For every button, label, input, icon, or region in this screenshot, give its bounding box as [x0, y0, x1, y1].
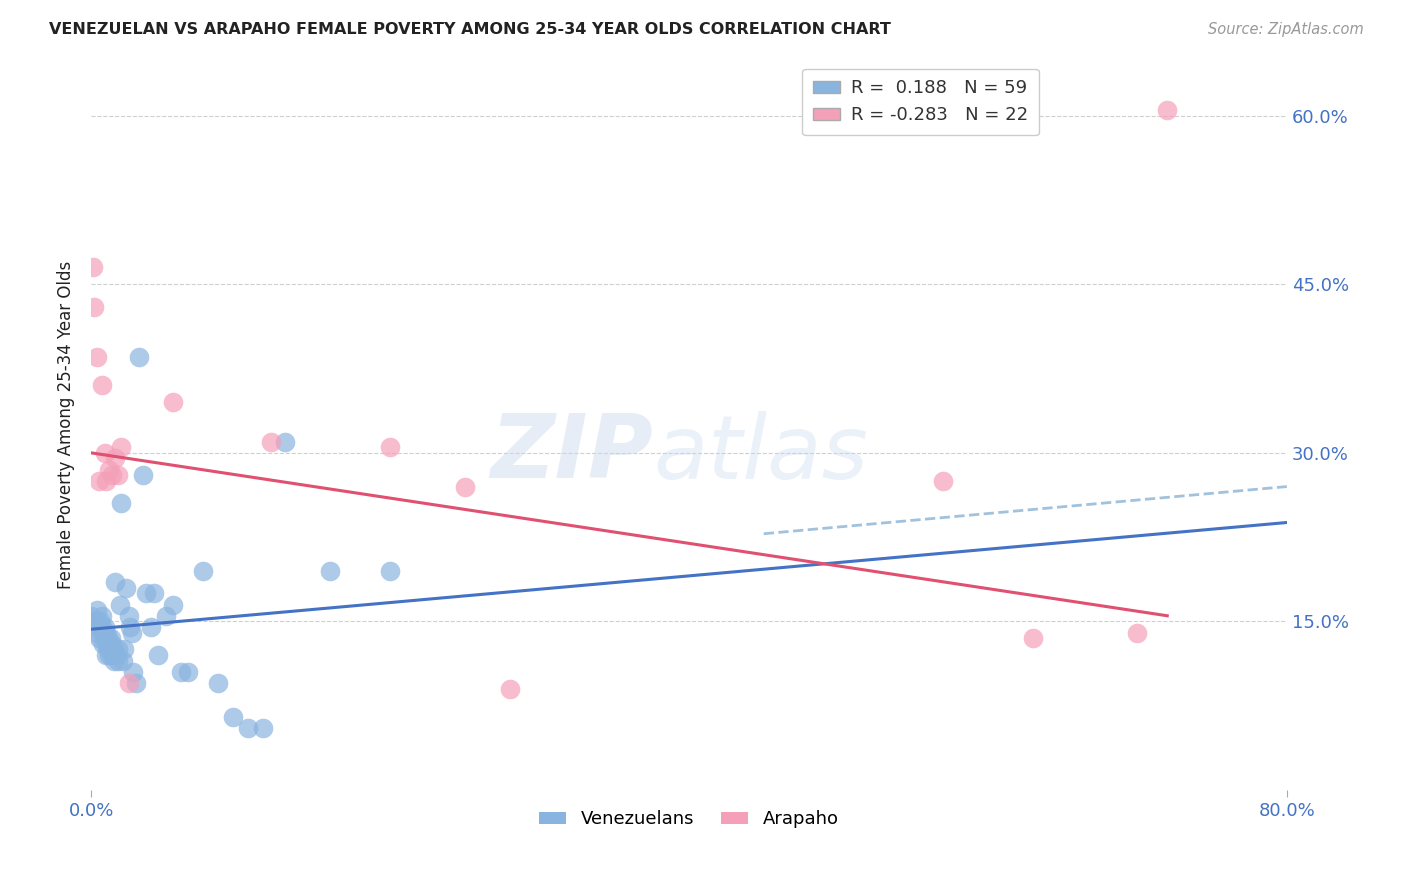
Point [118, 620, 141, 634]
Point [139, 620, 162, 634]
Point [98, 637, 121, 651]
Point [83, 300, 105, 314]
Point [110, 496, 132, 510]
Point [454, 479, 477, 493]
Point [128, 351, 150, 365]
Point [107, 642, 129, 657]
Point [1126, 625, 1149, 640]
Point [103, 654, 125, 668]
Point [86, 351, 108, 365]
Point [1022, 632, 1045, 646]
Point [498, 681, 520, 696]
Point [94, 648, 117, 662]
Point [103, 642, 125, 657]
Point [222, 710, 245, 724]
Point [100, 642, 122, 657]
Text: VENEZUELAN VS ARAPAHO FEMALE POVERTY AMONG 25-34 YEAR OLDS CORRELATION CHART: VENEZUELAN VS ARAPAHO FEMALE POVERTY AMO… [49, 22, 891, 37]
Point [132, 468, 155, 483]
Point [1156, 103, 1178, 117]
Point [114, 581, 136, 595]
Point [111, 654, 134, 668]
Y-axis label: Female Poverty Among 25-34 Year Olds: Female Poverty Among 25-34 Year Olds [58, 260, 75, 589]
Text: Source: ZipAtlas.com: Source: ZipAtlas.com [1208, 22, 1364, 37]
Point [110, 440, 132, 454]
Point [97, 632, 120, 646]
Point [86, 615, 108, 629]
Point [236, 721, 259, 735]
Point [91, 637, 114, 651]
Point [86, 603, 108, 617]
Point [98, 648, 121, 662]
Point [94, 474, 117, 488]
Point [107, 468, 129, 483]
Point [170, 665, 193, 679]
Point [135, 586, 157, 600]
Point [319, 564, 342, 578]
Text: atlas: atlas [654, 411, 868, 497]
Point [193, 564, 215, 578]
Point [87, 474, 110, 488]
Point [162, 395, 184, 409]
Point [94, 637, 117, 651]
Point [84, 625, 107, 640]
Point [94, 625, 117, 640]
Point [104, 575, 127, 590]
Point [90, 620, 112, 634]
Point [162, 598, 184, 612]
Point [112, 642, 135, 657]
Point [274, 434, 297, 449]
Point [108, 598, 131, 612]
Point [117, 676, 139, 690]
Point [87, 620, 110, 634]
Point [90, 608, 112, 623]
Point [121, 625, 143, 640]
Point [93, 620, 115, 634]
Point [93, 632, 115, 646]
Point [107, 654, 129, 668]
Point [142, 586, 165, 600]
Point [101, 637, 124, 651]
Point [101, 468, 124, 483]
Point [117, 608, 139, 623]
Point [97, 642, 120, 657]
Point [93, 446, 115, 460]
Legend: Venezuelans, Arapaho: Venezuelans, Arapaho [531, 803, 846, 836]
Point [155, 608, 177, 623]
Point [101, 648, 124, 662]
Point [207, 676, 229, 690]
Point [177, 665, 200, 679]
Point [82, 260, 104, 275]
Point [80, 608, 103, 623]
Point [100, 632, 122, 646]
Point [252, 721, 274, 735]
Point [125, 676, 148, 690]
Text: ZIP: ZIP [491, 410, 654, 498]
Point [104, 451, 127, 466]
Point [98, 463, 121, 477]
Point [90, 378, 112, 392]
Point [378, 440, 401, 454]
Point [932, 474, 955, 488]
Point [105, 648, 128, 662]
Point [259, 434, 281, 449]
Point [378, 564, 401, 578]
Point [148, 648, 170, 662]
Point [122, 665, 145, 679]
Point [83, 615, 105, 629]
Point [91, 625, 114, 640]
Point [89, 615, 111, 629]
Point [87, 632, 110, 646]
